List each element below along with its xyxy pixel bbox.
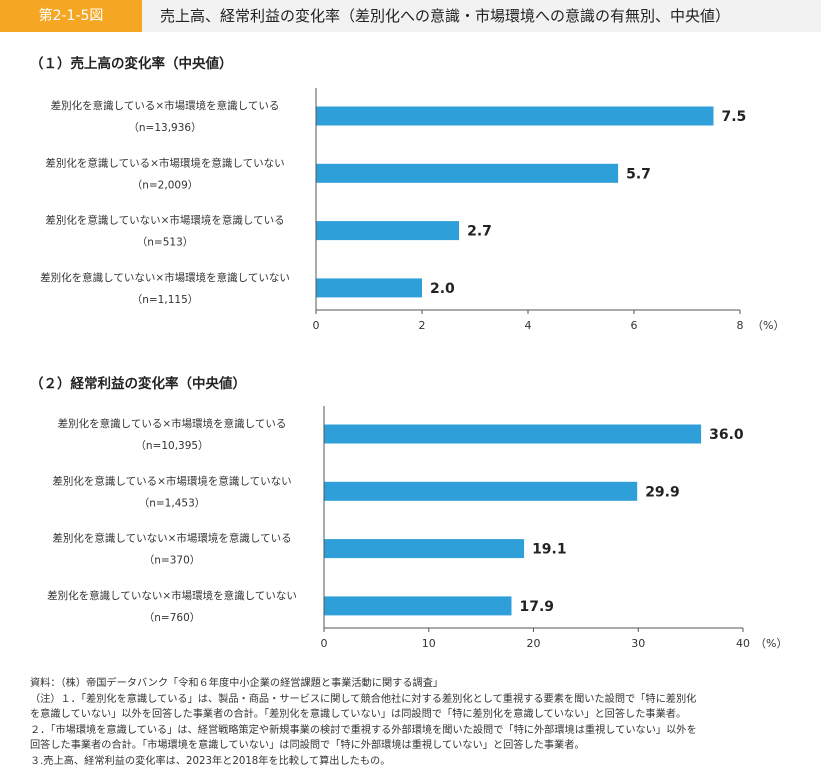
sample-size-label: （n=1,115） <box>132 294 199 306</box>
sample-size-label: （n=370） <box>144 555 201 567</box>
category-label: 差別化を意識している×市場環境を意識していない <box>52 474 291 487</box>
sales-change-chart: 7.5 差別化を意識している×市場環境を意識している （n=13,936） 5.7 差別… <box>0 80 821 342</box>
note-line: ２．「市場環境を意識している」は、経営戦略策定や新規事業の検討で重視する外部環境… <box>30 723 800 739</box>
bar <box>324 425 701 444</box>
note-line: 回答した事業者の合計。「市場環境を意識していない」は同設問で「特に外部環境は重視… <box>30 738 800 754</box>
note-source: 資料：（株）帝国データバンク「令和６年度中小企業の経営課題と事業活動に関する調査… <box>30 676 800 692</box>
x-tick-label: 6 <box>631 319 638 332</box>
bar <box>324 482 637 501</box>
sample-size-label: （n=1,453） <box>139 497 206 509</box>
category-label: 差別化を意識していない×市場環境を意識している <box>52 532 291 545</box>
x-tick-label: 2 <box>419 319 426 332</box>
note-line: を意識していない」以外を回答した事業者の合計。「差別化を意識していない」は同設問… <box>30 707 800 723</box>
data-label: 29.9 <box>645 484 680 500</box>
x-axis-unit: （%） <box>752 319 784 332</box>
data-label: 19.1 <box>532 542 567 558</box>
x-axis-unit: （%） <box>755 637 787 650</box>
x-tick-label: 20 <box>527 637 541 650</box>
bar <box>316 107 714 126</box>
sample-size-label: （n=513） <box>137 237 194 249</box>
data-label: 2.7 <box>467 224 492 240</box>
x-tick-label: 0 <box>313 319 320 332</box>
data-label: 2.0 <box>430 281 455 297</box>
bar <box>316 278 422 297</box>
figure-header: 第2-1-5図 売上高、経常利益の変化率（差別化への意識・市場環境への意識の有無… <box>0 0 821 32</box>
x-tick-label: 30 <box>631 637 645 650</box>
ordinary-profit-change-chart: 36.0 差別化を意識している×市場環境を意識している （n=10,395） 29.9… <box>0 398 821 660</box>
bar <box>324 539 524 558</box>
sample-size-label: （n=760） <box>144 612 201 624</box>
bar <box>316 221 459 240</box>
category-label: 差別化を意識している×市場環境を意識している <box>58 417 287 430</box>
data-label: 17.9 <box>520 599 555 615</box>
chart2-title: （２）経常利益の変化率（中央値） <box>30 372 246 392</box>
x-tick-label: 4 <box>525 319 532 332</box>
sample-size-label: （n=10,395） <box>135 440 208 452</box>
x-tick-label: 10 <box>422 637 436 650</box>
sample-size-label: （n=2,009） <box>132 179 199 191</box>
category-label: 差別化を意識していない×市場環境を意識している <box>45 214 284 227</box>
bar <box>324 596 512 615</box>
x-tick-label: 40 <box>736 637 750 650</box>
x-tick-label: 8 <box>737 319 744 332</box>
category-label: 差別化を意識している×市場環境を意識している <box>51 99 280 112</box>
data-label: 36.0 <box>709 427 744 443</box>
category-label: 差別化を意識していない×市場環境を意識していない <box>47 589 297 602</box>
note-line: （注）１．「差別化を意識している」は、製品・商品・サービスに関して競合他社に対す… <box>30 692 800 708</box>
figure-title: 売上高、経常利益の変化率（差別化への意識・市場環境への意識の有無別、中央値） <box>160 0 730 32</box>
data-label: 7.5 <box>722 109 747 125</box>
data-label: 5.7 <box>626 166 651 182</box>
bar <box>316 164 618 183</box>
x-tick-label: 0 <box>321 637 328 650</box>
category-label: 差別化を意識している×市場環境を意識していない <box>45 156 284 169</box>
note-line: ３.売上高、経常利益の変化率は、2023年と2018年を比較して算出したもの。 <box>30 754 800 769</box>
figure-number: 第2-1-5図 <box>0 0 142 32</box>
sample-size-label: （n=13,936） <box>128 122 201 134</box>
category-label: 差別化を意識していない×市場環境を意識していない <box>40 271 290 284</box>
notes: 資料：（株）帝国データバンク「令和６年度中小企業の経営課題と事業活動に関する調査… <box>30 676 800 769</box>
chart1-title: （１）売上高の変化率（中央値） <box>30 52 233 72</box>
